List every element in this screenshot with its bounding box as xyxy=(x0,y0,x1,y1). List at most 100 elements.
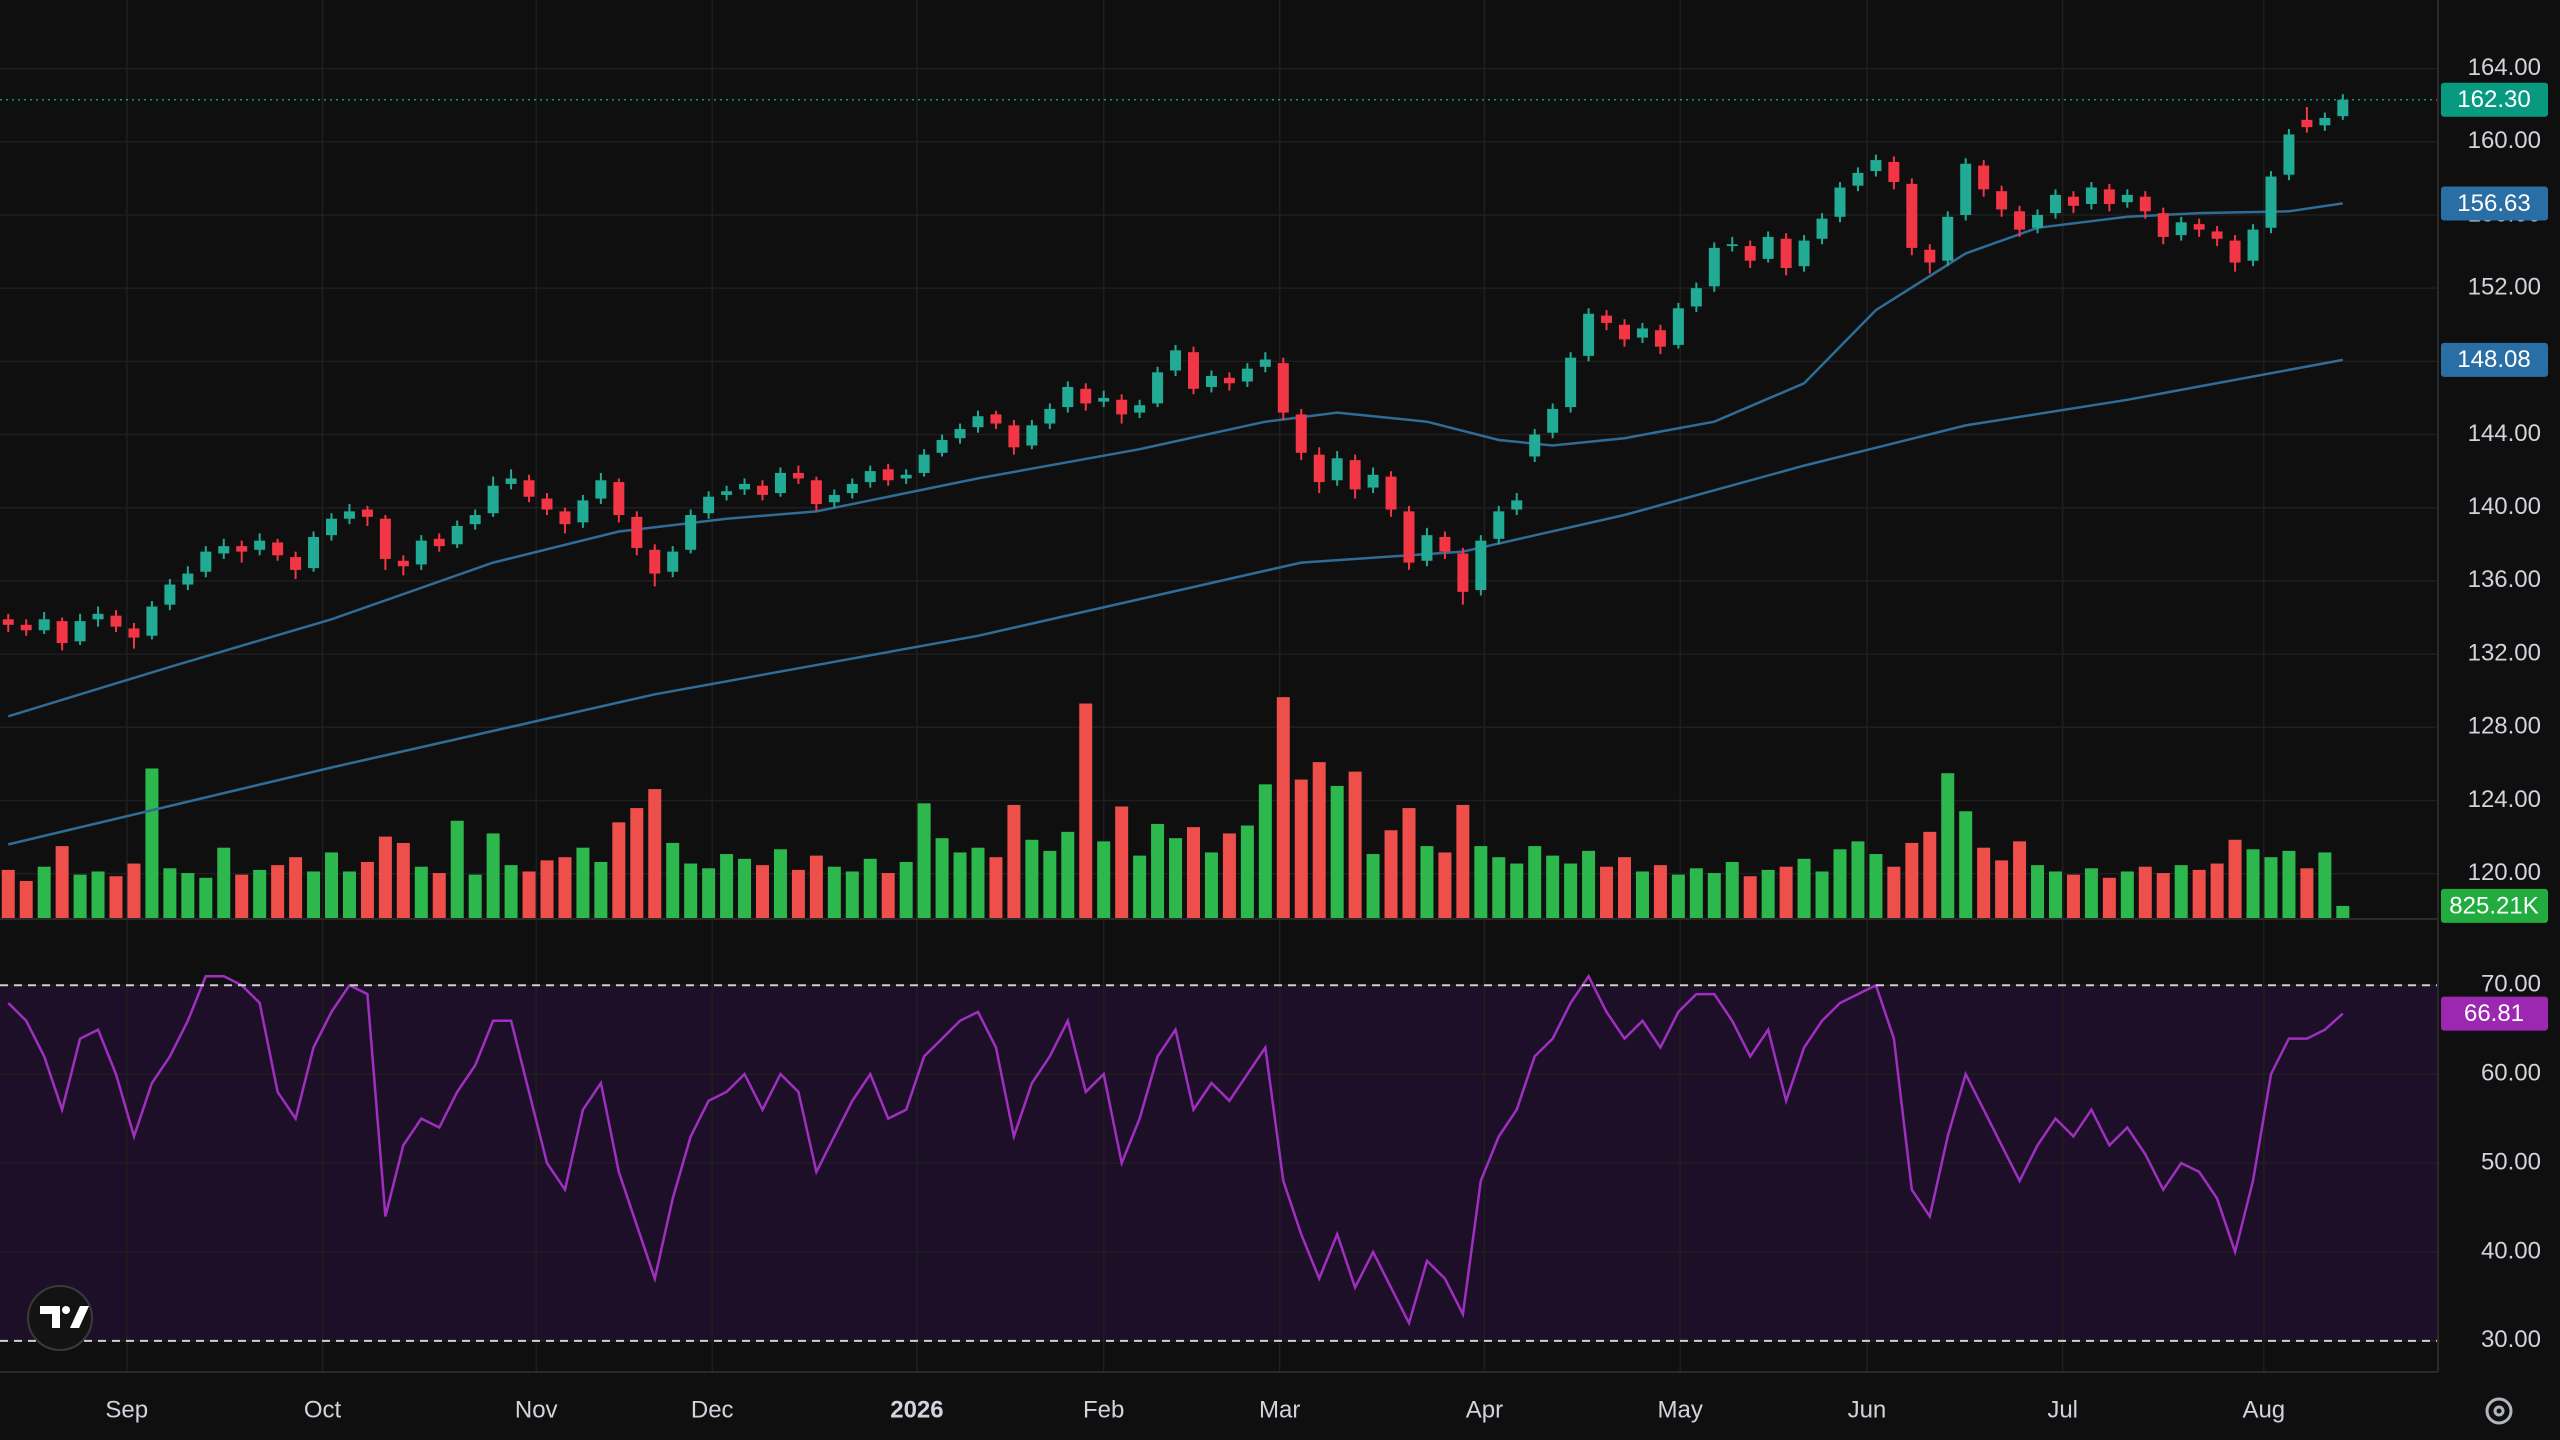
volume-bar xyxy=(199,877,213,919)
candle-body xyxy=(415,540,427,565)
volume-bar xyxy=(935,838,949,919)
candle-body xyxy=(1924,249,1936,263)
volume-bar xyxy=(1707,873,1721,919)
candle-body xyxy=(487,485,499,514)
candle-body xyxy=(1565,357,1577,408)
candle-body xyxy=(954,429,966,439)
volume-bar xyxy=(1492,857,1506,919)
candle-body xyxy=(1870,160,1882,172)
candle-body xyxy=(1044,408,1056,424)
x-tick-label: Oct xyxy=(304,1396,342,1423)
candle-body xyxy=(541,498,553,510)
candle-body xyxy=(1529,434,1541,457)
candle-body xyxy=(2319,118,2331,126)
candle-body xyxy=(1708,247,1720,287)
candle-body xyxy=(469,515,481,525)
candle-body xyxy=(990,414,1002,424)
candle-body xyxy=(1960,163,1972,215)
candle-body xyxy=(1636,328,1648,338)
volume-bar xyxy=(19,880,33,919)
candle-body xyxy=(667,551,679,572)
candle-body xyxy=(1798,240,1810,267)
candle-body xyxy=(272,542,284,556)
volume-bar xyxy=(307,871,321,919)
candle-body xyxy=(1313,454,1325,483)
candle-body xyxy=(182,573,194,585)
volume-bar xyxy=(73,874,87,919)
volume-bar xyxy=(1402,808,1416,919)
volume-bar xyxy=(1330,785,1344,919)
candle-body xyxy=(792,472,804,479)
volume-bar xyxy=(1133,855,1147,919)
volume-bar xyxy=(2013,841,2027,919)
candle-body xyxy=(361,509,373,517)
candle-body xyxy=(1888,161,1900,183)
candle-body xyxy=(2014,211,2026,230)
volume-bar xyxy=(1169,838,1183,919)
candle-body xyxy=(1008,425,1020,448)
volume-bar xyxy=(1851,841,1865,919)
candle-body xyxy=(1223,377,1235,384)
candle-body xyxy=(1906,183,1918,248)
candle-body xyxy=(1277,363,1289,413)
volume-bar xyxy=(2264,857,2278,919)
volume-bar xyxy=(666,842,680,919)
volume-bar xyxy=(576,847,590,919)
candle-body xyxy=(1493,511,1505,539)
settings-icon[interactable] xyxy=(2485,1397,2513,1425)
x-tick-label: Apr xyxy=(1466,1396,1503,1423)
volume-bar xyxy=(1779,866,1793,919)
volume-bar xyxy=(1995,860,2009,919)
volume-bar xyxy=(1635,871,1649,919)
volume-bar xyxy=(468,874,482,919)
candle-body xyxy=(1116,399,1128,415)
candle-body xyxy=(290,557,302,570)
candle-body xyxy=(1205,375,1217,387)
candle-body xyxy=(1583,313,1595,356)
candle-body xyxy=(828,494,840,503)
volume-bar xyxy=(325,852,339,919)
candle-body xyxy=(505,478,517,484)
volume-bar xyxy=(1564,863,1578,919)
candle-body xyxy=(900,474,912,479)
y-tick-label: 120.00 xyxy=(2468,859,2541,886)
volume-bar xyxy=(1276,697,1290,919)
volume-bar xyxy=(2102,877,2116,919)
candle-body xyxy=(20,624,32,631)
rsi-tick-label: 40.00 xyxy=(2481,1237,2541,1264)
volume-bar xyxy=(756,865,770,919)
volume-bar xyxy=(1366,854,1380,919)
volume-bar xyxy=(738,858,752,919)
volume-bar xyxy=(289,857,303,919)
volume-bar xyxy=(1833,849,1847,919)
candle-body xyxy=(1601,315,1613,323)
candle-body xyxy=(38,619,50,631)
candle-body xyxy=(2247,229,2259,261)
candle-body xyxy=(218,546,230,554)
candle-body xyxy=(1170,350,1182,371)
tradingview-logo[interactable] xyxy=(27,1285,93,1351)
candle-body xyxy=(631,516,643,548)
volume-bar xyxy=(1869,854,1883,919)
volume-bar xyxy=(1600,866,1614,919)
volume-bar xyxy=(2246,849,2260,919)
volume-bar xyxy=(1743,876,1757,919)
candle-body xyxy=(254,540,266,550)
candle-body xyxy=(1852,172,1864,186)
volume-bar xyxy=(845,871,859,919)
candle-body xyxy=(1421,535,1433,561)
candle-body xyxy=(2085,187,2097,204)
candle-body xyxy=(308,536,320,569)
volume-bar xyxy=(1546,855,1560,919)
volume-bar xyxy=(1815,871,1829,919)
volume-bar xyxy=(1097,841,1111,919)
volume-bar xyxy=(1025,839,1039,919)
candle-body xyxy=(433,538,445,547)
volume-bar xyxy=(899,861,913,919)
volume-bar xyxy=(1043,850,1057,919)
volume-bar xyxy=(127,863,141,919)
x-tick-label: Sep xyxy=(105,1396,148,1423)
volume-bar xyxy=(1941,773,1955,919)
